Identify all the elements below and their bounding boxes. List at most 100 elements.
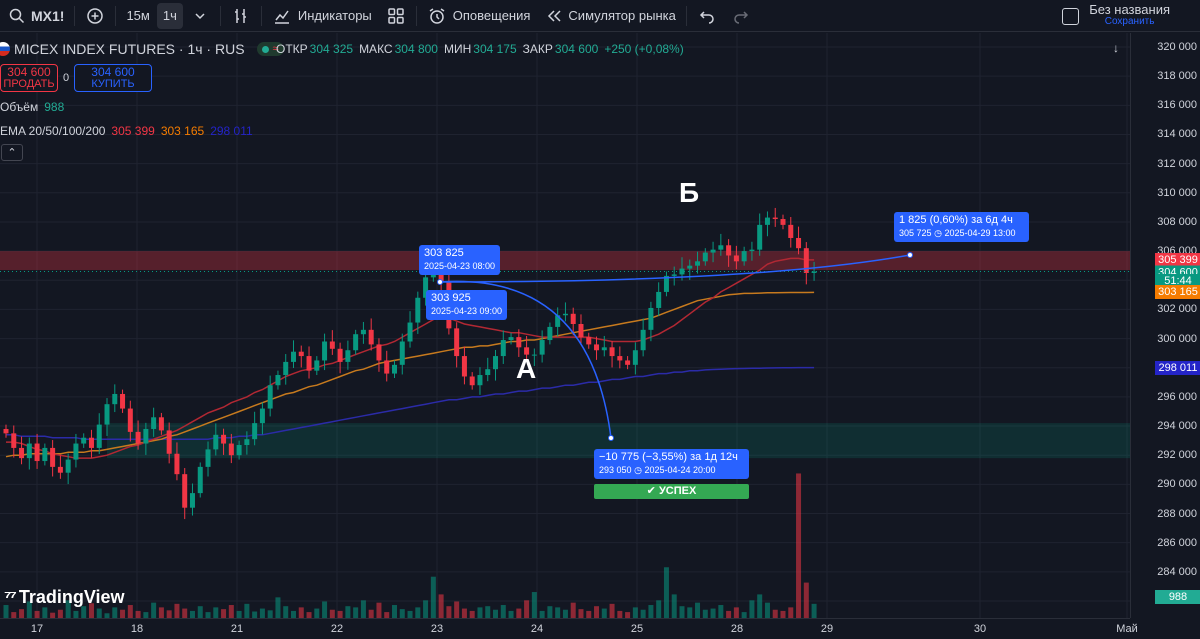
open-key: ОТКР xyxy=(276,42,308,56)
candle-body xyxy=(671,274,677,276)
candle-body xyxy=(500,340,506,357)
volume-bar xyxy=(601,608,607,618)
candle-body xyxy=(772,217,778,220)
time-tick-label: 23 xyxy=(430,623,444,635)
candle-body xyxy=(57,466,63,473)
volume-bar xyxy=(151,602,157,618)
instrument-title[interactable]: MICEX INDEX FUTURES · 1ч · RUS xyxy=(14,41,245,57)
candle-body xyxy=(407,322,413,342)
volume-bar xyxy=(671,594,677,618)
interval-dropdown[interactable] xyxy=(183,0,217,32)
top-toolbar: MX1! 15м 1ч Индикаторы Оповещения Симуля… xyxy=(0,0,1200,32)
tooltip-change: 1 825 (0,60%) за 6д 4ч xyxy=(899,214,1013,226)
annotation-label-a[interactable]: А xyxy=(516,353,537,384)
volume-bar xyxy=(625,612,631,618)
down-target-tooltip[interactable]: −10 775 (−3,55%) за 1д 12ч 293 050 ◷ 202… xyxy=(594,449,749,479)
volume-bar xyxy=(718,605,724,618)
time-axis[interactable]: 17 18 21 22 23 24 25 28 29 30 Май xyxy=(0,618,1138,639)
scroll-to-end-button[interactable]: ↓ xyxy=(1107,39,1125,57)
candle-body xyxy=(648,307,654,330)
search-icon xyxy=(7,6,27,26)
volume-bar xyxy=(811,603,817,618)
volume-bar xyxy=(695,602,701,618)
interval-15m[interactable]: 15м xyxy=(126,8,150,23)
interval-1h[interactable]: 1ч xyxy=(156,2,183,29)
volume-bar xyxy=(477,607,483,618)
volume-bar xyxy=(632,607,638,618)
volume-bar xyxy=(399,609,405,618)
tooltip-time: 2025-04-23 09:00 xyxy=(431,306,503,316)
volume-bar xyxy=(337,610,343,618)
price-axis-label: 305 399 xyxy=(1155,252,1200,267)
candle-body xyxy=(469,376,475,386)
time-tick-label: 22 xyxy=(330,623,344,635)
volume-bar xyxy=(710,608,716,618)
ema-legend[interactable]: EMA 20/50/100/200 305 399 303 165 298 01… xyxy=(0,122,292,140)
volume-legend[interactable]: Объём 988 xyxy=(0,98,292,116)
candle-body xyxy=(757,224,763,250)
undo-button[interactable] xyxy=(690,0,724,32)
volume-bar xyxy=(430,576,436,618)
chart-legend: MICEX INDEX FUTURES · 1ч · RUS ≈ 304 600… xyxy=(0,40,292,161)
replay-button[interactable]: Симулятор рынка xyxy=(537,0,682,32)
candle-body xyxy=(415,297,421,323)
chevron-up-icon: ⌃ xyxy=(7,147,17,159)
start-point-tooltip[interactable]: 303 825 2025-04-23 08:00 xyxy=(419,245,501,275)
candle-body xyxy=(166,430,172,454)
volume-bar xyxy=(594,606,600,618)
market-status-pill[interactable]: ≈ xyxy=(256,42,284,56)
volume-bar xyxy=(531,592,537,618)
candle-body xyxy=(710,249,716,253)
candle-body xyxy=(718,245,724,250)
candle-body xyxy=(228,443,234,456)
start-point-tooltip-2[interactable]: 303 925 2025-04-23 09:00 xyxy=(426,290,508,320)
up-arrow-path xyxy=(439,254,911,283)
indicators-button[interactable]: Индикаторы xyxy=(265,0,379,32)
sell-button[interactable]: 304 600 ПРОДАТЬ xyxy=(0,64,58,92)
candle-body xyxy=(197,466,203,494)
price-tick-label: 302 000 xyxy=(1157,303,1197,316)
chart-type-button[interactable] xyxy=(224,0,258,32)
volume-bar xyxy=(322,601,328,618)
candle-body xyxy=(252,423,258,440)
volume-bar xyxy=(539,610,545,618)
volume-bar xyxy=(88,603,94,618)
up-target-tooltip[interactable]: 1 825 (0,60%) за 6д 4ч 305 725 ◷ 2025-04… xyxy=(894,212,1029,242)
redo-button[interactable] xyxy=(724,0,758,32)
chart-pane[interactable] xyxy=(0,33,1200,639)
templates-button[interactable] xyxy=(379,0,413,32)
indicators-icon xyxy=(272,6,292,26)
candle-body xyxy=(461,356,467,377)
tradingview-logo[interactable]: ⁷⁷ TradingView xyxy=(4,587,125,608)
volume-bar xyxy=(158,607,164,618)
candle-body xyxy=(578,324,584,338)
candle-body xyxy=(555,315,561,327)
separator xyxy=(74,5,76,26)
tooltip-target: 305 725 ◷ 2025-04-29 13:00 xyxy=(899,227,1024,240)
volume-bar xyxy=(500,605,506,618)
legend-collapse-button[interactable]: ⌃ xyxy=(1,144,23,161)
volume-bar xyxy=(376,602,382,618)
ema20-value: 305 399 xyxy=(111,124,155,138)
volume-bar xyxy=(508,610,514,618)
tooltip-time: 2025-04-29 13:00 xyxy=(944,228,1016,238)
buy-button[interactable]: 304 600 КУПИТЬ xyxy=(74,64,152,92)
price-zone xyxy=(0,251,1130,271)
volume-bar xyxy=(578,609,584,618)
volume-bar xyxy=(259,608,265,618)
price-tick-label: 308 000 xyxy=(1157,215,1197,228)
symbol-search-button[interactable]: MX1! xyxy=(0,0,71,32)
volume-bar xyxy=(803,582,809,618)
candle-body xyxy=(259,408,265,424)
compare-button[interactable] xyxy=(78,0,112,32)
alerts-button[interactable]: Оповещения xyxy=(420,0,538,32)
candle-body xyxy=(485,369,491,376)
volume-bar xyxy=(407,610,413,618)
annotation-label-b[interactable]: Б xyxy=(679,177,700,208)
layout-name-button[interactable]: Без названия Сохранить xyxy=(1089,3,1170,28)
layout-checkbox[interactable] xyxy=(1062,7,1080,25)
price-tick-label: 314 000 xyxy=(1157,128,1197,141)
price-chart[interactable] xyxy=(0,33,1200,639)
candle-body xyxy=(65,459,71,473)
price-axis[interactable]: 320 000 318 000 316 000 314 000 312 000 310 0… xyxy=(1130,33,1200,618)
